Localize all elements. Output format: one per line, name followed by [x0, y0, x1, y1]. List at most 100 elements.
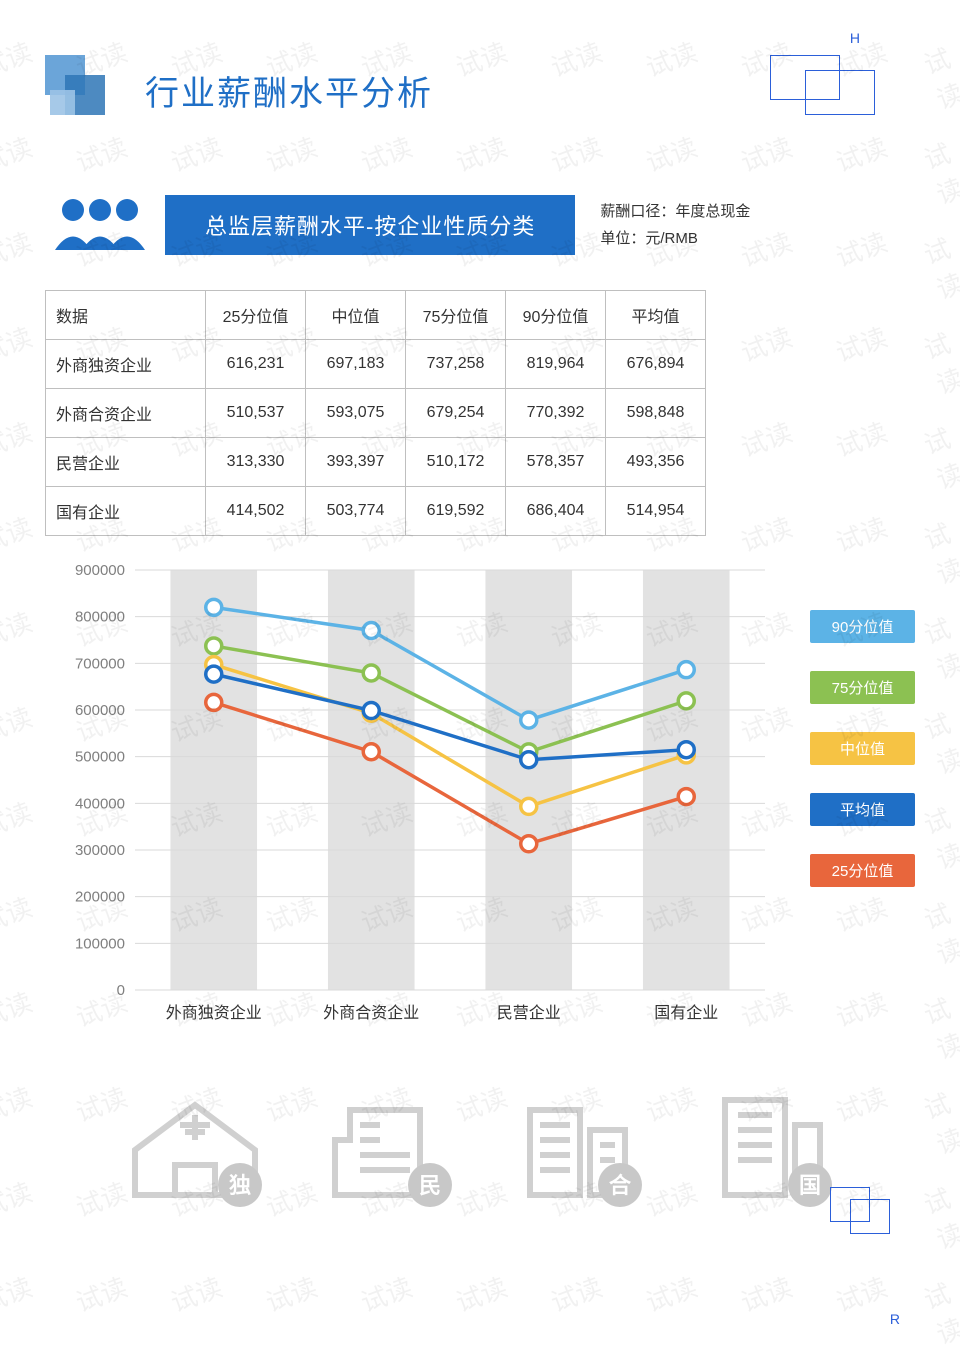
- svg-text:国有企业: 国有企业: [654, 1004, 718, 1022]
- table-row-label: 外商独资企业: [46, 340, 206, 389]
- meta-line-1: 薪酬口径：年度总现金: [600, 198, 750, 225]
- table-header-col: 25分位值: [206, 291, 306, 340]
- watermark-text: 试读: [0, 412, 37, 465]
- svg-text:0: 0: [117, 982, 125, 999]
- watermark-text: 试读: [918, 37, 960, 117]
- svg-text:300000: 300000: [75, 842, 125, 859]
- chart-legend: 90分位值 75分位值中位值平均值 25分位值: [810, 610, 915, 915]
- table-cell: 676,894: [606, 340, 706, 389]
- header-rect-deco-icon: [770, 55, 890, 135]
- watermark-text: 试读: [830, 412, 892, 465]
- watermark-text: 试读: [830, 317, 892, 370]
- watermark-text: 试读: [918, 417, 960, 497]
- watermark-text: 试读: [70, 127, 132, 180]
- table-header-label: 数据: [46, 291, 206, 340]
- watermark-text: 试读: [355, 127, 417, 180]
- svg-text:民营企业: 民营企业: [497, 1004, 561, 1022]
- watermark-text: 试读: [918, 132, 960, 212]
- watermark-text: 试读: [918, 1272, 960, 1352]
- people-icon: [45, 195, 145, 255]
- legend-item: 25分位值: [810, 854, 915, 887]
- watermark-text: 试读: [0, 887, 37, 940]
- legend-item: 75分位值: [810, 671, 915, 704]
- watermark-text: 试读: [830, 507, 892, 560]
- table-header-col: 中位值: [306, 291, 406, 340]
- watermark-text: 试读: [0, 317, 37, 370]
- watermark-text: 试读: [70, 1267, 132, 1320]
- table-cell: 493,356: [606, 438, 706, 487]
- watermark-text: 试读: [260, 127, 322, 180]
- watermark-text: 试读: [0, 1077, 37, 1130]
- svg-text:600000: 600000: [75, 702, 125, 719]
- watermark-text: 试读: [735, 317, 797, 370]
- table-row: 外商独资企业616,231697,183737,258819,964676,89…: [46, 340, 706, 389]
- watermark-text: 试读: [0, 127, 37, 180]
- table-cell: 619,592: [406, 487, 506, 536]
- watermark-text: 试读: [0, 982, 37, 1035]
- table-cell: 514,954: [606, 487, 706, 536]
- svg-text:800000: 800000: [75, 609, 125, 626]
- table-row-label: 外商合资企业: [46, 389, 206, 438]
- watermark-text: 试读: [735, 1267, 797, 1320]
- subtitle-box: 总监层薪酬水平-按企业性质分类: [165, 195, 575, 255]
- svg-text:国: 国: [799, 1173, 821, 1198]
- svg-text:400000: 400000: [75, 795, 125, 812]
- watermark-text: 试读: [0, 507, 37, 560]
- legend-item: 平均值: [810, 793, 915, 826]
- table-cell: 686,404: [506, 487, 606, 536]
- table-cell: 510,172: [406, 438, 506, 487]
- table-header-col: 90分位值: [506, 291, 606, 340]
- table-header-col: 平均值: [606, 291, 706, 340]
- svg-text:100000: 100000: [75, 935, 125, 952]
- watermark-text: 试读: [355, 1267, 417, 1320]
- watermark-text: 试读: [545, 127, 607, 180]
- svg-text:合: 合: [609, 1173, 632, 1198]
- legend-item: 90分位值: [810, 610, 915, 643]
- watermark-text: 试读: [0, 1172, 37, 1225]
- watermark-text: 试读: [918, 702, 960, 782]
- salary-table: 数据25分位值中位值75分位值90分位值平均值外商独资企业616,231697,…: [45, 290, 706, 536]
- watermark-text: 试读: [450, 1267, 512, 1320]
- table-cell: 503,774: [306, 487, 406, 536]
- watermark-text: 试读: [0, 32, 37, 85]
- watermark-text: 试读: [918, 512, 960, 592]
- watermark-text: 试读: [918, 227, 960, 307]
- table-cell: 697,183: [306, 340, 406, 389]
- watermark-text: 试读: [735, 507, 797, 560]
- svg-text:200000: 200000: [75, 889, 125, 906]
- corner-letter-r: R: [890, 1311, 900, 1327]
- svg-text:500000: 500000: [75, 749, 125, 766]
- table-cell: 598,848: [606, 389, 706, 438]
- watermark-text: 试读: [640, 1267, 702, 1320]
- watermark-text: 试读: [0, 222, 37, 275]
- watermark-text: 试读: [735, 412, 797, 465]
- enterprise-type-icon: 独: [120, 1080, 270, 1215]
- header-squares-icon: [45, 55, 125, 125]
- meta-line-2: 单位：元/RMB: [600, 225, 750, 252]
- watermark-text: 试读: [0, 792, 37, 845]
- watermark-text: 试读: [830, 1267, 892, 1320]
- page-title: 行业薪酬水平分析: [145, 66, 433, 115]
- subtitle-band: 总监层薪酬水平-按企业性质分类 薪酬口径：年度总现金 单位：元/RMB: [45, 195, 900, 255]
- watermark-text: 试读: [545, 1267, 607, 1320]
- table-row: 民营企业313,330393,397510,172578,357493,356: [46, 438, 706, 487]
- legend-item: 中位值: [810, 732, 915, 765]
- table-cell: 414,502: [206, 487, 306, 536]
- table-cell: 770,392: [506, 389, 606, 438]
- table-row-label: 民营企业: [46, 438, 206, 487]
- enterprise-icons-row: 独 民 合 国: [120, 1080, 840, 1215]
- table-cell: 616,231: [206, 340, 306, 389]
- enterprise-type-icon: 民: [310, 1080, 460, 1215]
- watermark-text: 试读: [830, 127, 892, 180]
- watermark-text: 试读: [165, 127, 227, 180]
- subtitle-meta: 薪酬口径：年度总现金 单位：元/RMB: [600, 198, 750, 252]
- watermark-text: 试读: [918, 1082, 960, 1162]
- watermark-text: 试读: [918, 892, 960, 972]
- enterprise-type-icon: 国: [690, 1080, 840, 1215]
- watermark-text: 试读: [450, 127, 512, 180]
- table-row: 国有企业414,502503,774619,592686,404514,954: [46, 487, 706, 536]
- svg-text:独: 独: [229, 1173, 251, 1198]
- watermark-text: 试读: [918, 1177, 960, 1257]
- corner-letter-h: H: [850, 30, 860, 46]
- salary-chart: 0100000200000300000400000500000600000700…: [45, 560, 915, 1040]
